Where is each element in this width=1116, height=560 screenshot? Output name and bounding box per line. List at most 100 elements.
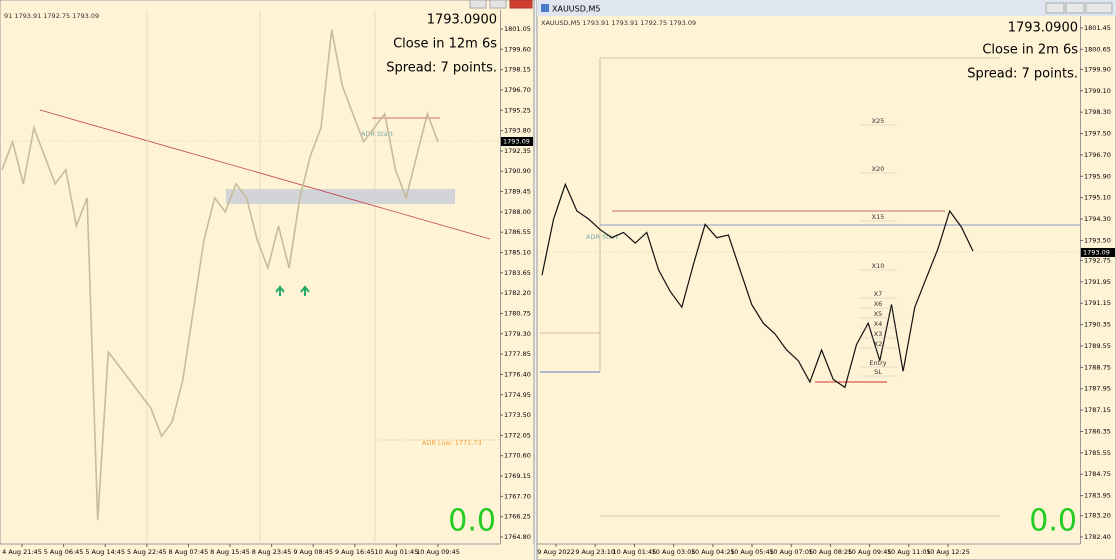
y-tick-label: 1787.95 — [1084, 385, 1111, 393]
price: 1793.0900 — [427, 13, 497, 28]
close-timer: Close in 12m 6s — [393, 37, 497, 52]
left-x-axis-bg — [0, 544, 534, 560]
right-header: XAUUSD,M5 1793.91 1793.91 1792.75 1793.0… — [541, 19, 696, 27]
maximize-button[interactable] — [1065, 2, 1085, 14]
y-tick-label: 1795.10 — [1084, 194, 1111, 202]
y-tick-label: 1785.55 — [1084, 449, 1111, 457]
adr-start: ADR Start — [586, 233, 618, 241]
y-tick-label: 1776.40 — [504, 370, 531, 378]
y-tick-label: 1800.65 — [1084, 45, 1111, 53]
close-timer: Close in 2m 6s — [982, 43, 1078, 58]
restore-button[interactable] — [489, 0, 507, 9]
y-tick-label: 1791.95 — [1084, 278, 1111, 286]
y-tick-label: 1798.15 — [504, 66, 531, 74]
x-tick-label: 9 Aug 23:10 — [575, 548, 615, 556]
y-tick-label: 1791.15 — [1084, 299, 1111, 307]
target-level: X15 — [872, 213, 885, 221]
left-window — [0, 0, 535, 560]
x-tick-label: 8 Aug 23:45 — [252, 548, 292, 556]
close-button[interactable] — [509, 0, 533, 9]
price-tag: 1793.09 — [1083, 249, 1110, 257]
y-tick-label: 1779.30 — [504, 330, 531, 338]
y-tick-label: 1790.35 — [1084, 321, 1111, 329]
x-tick-label: 9 Aug 2022 — [537, 548, 575, 556]
x-tick-label: 8 Aug 15:45 — [210, 548, 250, 556]
target-level: X7 — [874, 290, 883, 298]
y-tick-label: 1799.10 — [1084, 87, 1111, 95]
window-title: XAUUSD,M5 — [552, 5, 600, 14]
y-tick-label: 1789.45 — [504, 188, 531, 196]
left-window-controls — [469, 0, 533, 9]
x-tick-label: 10 Aug 07:05 — [769, 548, 813, 556]
price-tag: 1793.09 — [503, 138, 530, 146]
x-tick-label: 8 Aug 07:45 — [169, 548, 209, 556]
y-tick-label: 1796.70 — [504, 86, 531, 94]
x-tick-label: 10 Aug 01:45 — [374, 548, 418, 556]
x-tick-label: 10 Aug 05:45 — [730, 548, 774, 556]
x-tick-label: 5 Aug 06:45 — [44, 548, 84, 556]
y-tick-label: 1792.75 — [1084, 256, 1111, 264]
target-level: X2 — [874, 340, 883, 348]
adr-start: ADR Start — [361, 130, 393, 138]
y-tick-label: 1774.95 — [504, 391, 531, 399]
y-tick-label: 1793.80 — [504, 127, 531, 135]
target-level: X3 — [874, 330, 883, 338]
x-tick-label: 9 Aug 08:45 — [293, 548, 333, 556]
y-tick-label: 1766.25 — [504, 513, 531, 521]
y-tick-label: 1772.05 — [504, 431, 531, 439]
left-axis — [500, 10, 501, 544]
minimize-button[interactable] — [469, 0, 487, 9]
price: 1793.0900 — [1008, 21, 1078, 36]
counter: 0.0 — [1029, 504, 1077, 539]
y-tick-label: 1790.90 — [504, 167, 531, 175]
target-level: X4 — [874, 320, 883, 328]
right-window-controls — [1045, 2, 1113, 14]
y-tick-label: 1786.35 — [1084, 427, 1111, 435]
x-tick-label: 10 Aug 09:45 — [416, 548, 460, 556]
y-tick-label: 1770.60 — [504, 452, 531, 460]
y-tick-label: 1795.90 — [1084, 172, 1111, 180]
y-tick-label: 1787.15 — [1084, 406, 1111, 414]
trend-line — [39, 109, 491, 240]
x-tick-label: 10 Aug 04:25 — [691, 548, 735, 556]
x-tick-label: 9 Aug 16:45 — [335, 548, 375, 556]
y-tick-label: 1799.90 — [1084, 65, 1111, 73]
y-tick-label: 1794.30 — [1084, 215, 1111, 223]
target-level: X25 — [872, 117, 885, 125]
spread: Spread: 7 points. — [967, 67, 1078, 82]
y-tick-label: 1783.20 — [1084, 512, 1111, 520]
title-bar — [537, 0, 1116, 16]
y-tick-label: 1783.65 — [504, 269, 531, 277]
counter: 0.0 — [448, 504, 496, 539]
x-tick-label: 10 Aug 09:45 — [848, 548, 892, 556]
y-tick-label: 1793.50 — [1084, 236, 1111, 244]
left-header: 91 1793.91 1792.75 1793.09 — [4, 12, 99, 20]
y-tick-label: 1764.80 — [504, 533, 531, 541]
y-tick-label: 1777.85 — [504, 350, 531, 358]
price-line — [1, 29, 439, 521]
x-tick-label: 5 Aug 14:45 — [85, 548, 125, 556]
y-tick-label: 1797.50 — [1084, 130, 1111, 138]
y-tick-label: 1782.20 — [504, 289, 531, 297]
price-line — [541, 182, 974, 389]
minimize-button[interactable] — [1045, 2, 1065, 14]
x-tick-label: 10 Aug 12:25 — [926, 548, 970, 556]
y-tick-label: 1785.10 — [504, 249, 531, 257]
y-tick-label: 1792.35 — [504, 147, 531, 155]
y-tick-label: 1786.55 — [504, 228, 531, 236]
y-tick-label: 1801.05 — [504, 25, 531, 33]
y-tick-label: 1767.70 — [504, 492, 531, 500]
close-button[interactable] — [1085, 2, 1113, 14]
target-level: X20 — [872, 165, 885, 173]
price-tag-bg — [501, 137, 533, 146]
x-tick-label: 10 Aug 03:05 — [652, 548, 696, 556]
y-tick-label: 1782.40 — [1084, 533, 1111, 541]
x-tick-label: 10 Aug 01:45 — [612, 548, 656, 556]
right-axis — [1080, 16, 1081, 544]
x-tick-label: 10 Aug 08:25 — [808, 548, 852, 556]
y-tick-label: 1780.75 — [504, 309, 531, 317]
y-tick-label: 1795.25 — [504, 106, 531, 114]
target-level: SL — [874, 368, 882, 376]
x-tick-label: 4 Aug 21:45 — [2, 548, 42, 556]
